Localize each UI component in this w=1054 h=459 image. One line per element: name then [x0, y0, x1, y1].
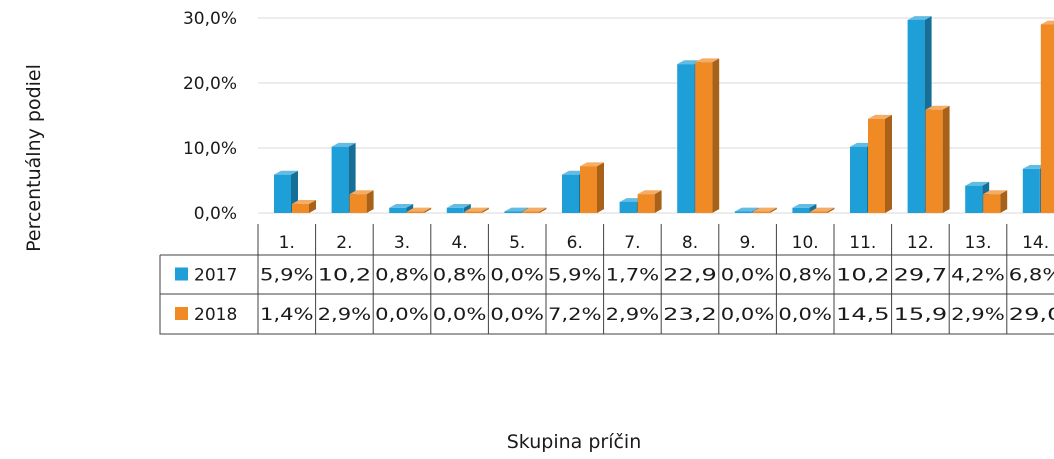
x-tick-label: 14.: [1022, 233, 1049, 253]
data-label-2017-9: 0,0%: [721, 266, 775, 286]
data-label-2018-1: 1,4%: [260, 305, 314, 325]
y-tick-label: 10,0%: [183, 139, 237, 159]
bars: [274, 16, 1054, 214]
data-label-2017-11: 10,2: [836, 266, 890, 286]
x-tick-label: 5.: [509, 233, 525, 253]
data-label-2018-11: 14,5: [836, 305, 890, 325]
y-tick-label: 30,0%: [183, 9, 237, 29]
y-tick-label: 20,0%: [183, 74, 237, 94]
x-axis-title: Skupina príčin: [507, 431, 642, 453]
data-label-2018-4: 0,0%: [433, 305, 487, 325]
data-label-2018-2: 2,9%: [318, 305, 372, 325]
bar-2018-10: [810, 207, 835, 213]
data-label-2017-10: 0,8%: [778, 266, 832, 286]
data-label-2017-8: 22,9: [663, 266, 717, 286]
data-label-2018-10: 0,0%: [778, 305, 832, 325]
data-label-2017-14: 6,8%: [1009, 266, 1054, 286]
data-label-2018-13: 2,9%: [951, 305, 1005, 325]
x-tick-label: 1.: [279, 233, 295, 253]
data-label-2017-7: 1,7%: [606, 266, 660, 286]
data-label-2017-3: 0,8%: [375, 266, 429, 286]
bar-2018-8: [695, 58, 720, 214]
legend-key-2018: [175, 307, 188, 320]
data-label-2018-3: 0,0%: [375, 305, 429, 325]
data-label-2018-9: 0,0%: [721, 305, 775, 325]
data-label-2017-2: 10,2: [318, 266, 372, 286]
data-label-2018-5: 0,0%: [490, 305, 544, 325]
data-table: 1. 2. 3. 4. 5. 6. 7. 8. 9. 10. 11. 12. 13. 14. 2017 5,9…: [159, 224, 1054, 335]
x-tick-label: 11.: [849, 233, 876, 253]
data-label-2018-12: 15,9: [894, 305, 948, 325]
data-label-2018-6: 7,2%: [548, 305, 602, 325]
y-axis-ticks: 0,0% 10,0% 20,0% 30,0%: [183, 9, 237, 224]
x-tick-label: 2.: [336, 233, 352, 253]
data-label-2018-8: 23,2: [663, 305, 717, 325]
bar-2018-14: [1040, 20, 1054, 213]
x-tick-label: 10.: [792, 233, 819, 253]
legend-key-2017: [175, 267, 188, 281]
bar-2018-4: [464, 207, 489, 213]
bar-2017-3: [389, 203, 414, 213]
data-label-2018-14: 29,0: [1009, 305, 1054, 325]
bar-2018-11: [868, 114, 892, 213]
bar-2018-12: [925, 105, 950, 213]
data-label-2017-13: 4,2%: [951, 266, 1005, 286]
bar-2018-9: [752, 207, 777, 213]
legend-label-2018: 2018: [194, 305, 237, 325]
data-label-2017-4: 0,8%: [433, 266, 487, 286]
bar-2018-7: [637, 190, 662, 213]
data-label-2018-7: 2,9%: [606, 305, 660, 325]
data-label-2017-1: 5,9%: [260, 266, 314, 286]
x-tick-label: 8.: [682, 233, 698, 253]
bar-2018-1: [292, 200, 316, 213]
y-axis-title: Percentuálny podiel: [23, 64, 45, 252]
x-tick-label: 12.: [907, 233, 934, 253]
x-tick-label: 13.: [964, 233, 991, 253]
data-label-2017-6: 5,9%: [548, 266, 602, 286]
bar-2017-4: [446, 203, 471, 213]
bar-2018-3: [407, 207, 432, 213]
bar-2018-2: [349, 190, 374, 213]
data-label-2017-5: 0,0%: [490, 266, 544, 286]
bar-2018-6: [580, 162, 604, 213]
x-tick-label: 6.: [567, 233, 583, 253]
bar-2018-13: [983, 190, 1008, 213]
bar-2017-10: [792, 203, 817, 213]
x-tick-label: 4.: [451, 233, 467, 253]
y-tick-label: 0,0%: [194, 204, 237, 224]
bar-2018-5: [522, 207, 547, 213]
data-label-2017-12: 29,7: [894, 266, 948, 286]
x-tick-label: 9.: [739, 233, 755, 253]
x-tick-label: 7.: [624, 233, 640, 253]
x-tick-label: 3.: [394, 233, 410, 253]
legend-label-2017: 2017: [194, 266, 237, 286]
